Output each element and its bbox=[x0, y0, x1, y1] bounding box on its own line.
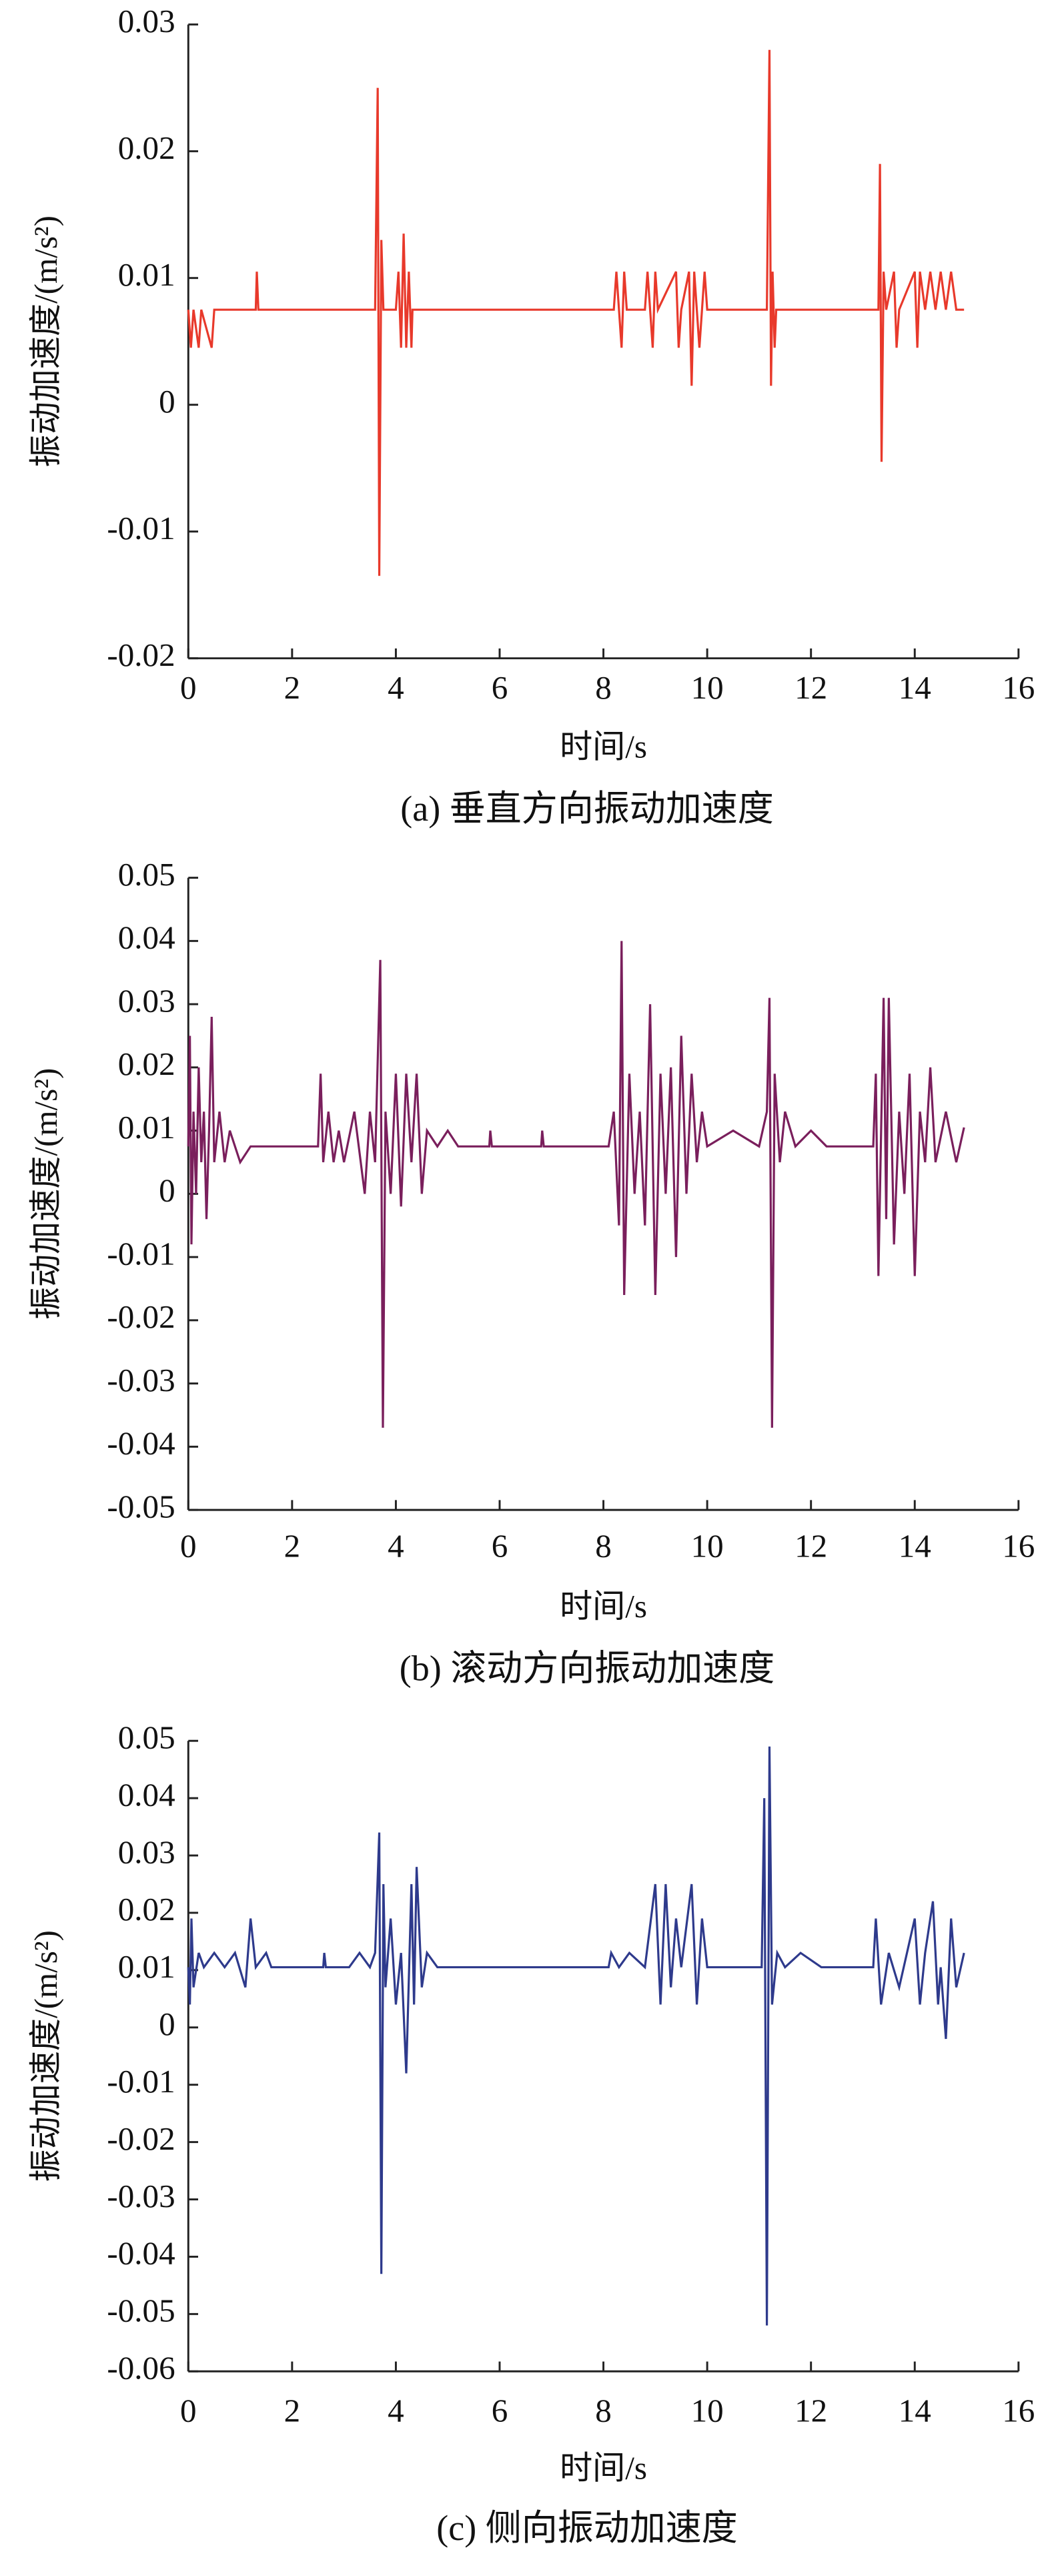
y-tick-label: -0.01 bbox=[107, 1235, 175, 1272]
x-tick-label: 0 bbox=[180, 2392, 197, 2429]
x-tick-label: 10 bbox=[691, 2392, 724, 2429]
x-tick-label: 14 bbox=[899, 2392, 931, 2429]
data-line bbox=[187, 941, 965, 1428]
x-tick-label: 4 bbox=[388, 2392, 404, 2429]
y-tick-label: -0.06 bbox=[107, 2350, 175, 2387]
x-tick-label: 14 bbox=[899, 1527, 931, 1564]
y-tick-label: -0.05 bbox=[107, 1488, 175, 1525]
y-tick-label: -0.04 bbox=[107, 1425, 175, 1462]
y-tick-label: -0.01 bbox=[107, 2063, 175, 2100]
x-tick-label: 6 bbox=[492, 2392, 508, 2429]
y-axis-label: 振动加速度/(m/s²) bbox=[27, 1930, 64, 2182]
x-tick-label: 0 bbox=[180, 1527, 197, 1564]
x-tick-label: 0 bbox=[180, 669, 197, 706]
y-tick-label: 0.05 bbox=[118, 1719, 175, 1755]
y-axis-label: 振动加速度/(m/s²) bbox=[27, 216, 64, 467]
x-tick-label: 8 bbox=[595, 669, 612, 706]
x-tick-label: 10 bbox=[691, 1527, 724, 1564]
x-tick-label: 4 bbox=[388, 669, 404, 706]
y-tick-label: -0.03 bbox=[107, 1362, 175, 1398]
x-tick-label: 12 bbox=[795, 669, 827, 706]
x-tick-label: 6 bbox=[492, 669, 508, 706]
x-tick-label: 12 bbox=[795, 2392, 827, 2429]
y-tick-label: 0 bbox=[159, 1172, 175, 1209]
data-line bbox=[187, 1746, 965, 2326]
x-tick-label: 2 bbox=[284, 2392, 301, 2429]
x-tick-label: 16 bbox=[1002, 2392, 1035, 2429]
y-tick-label: 0.03 bbox=[118, 982, 175, 1019]
y-tick-label: -0.01 bbox=[107, 510, 175, 546]
y-tick-label: 0.03 bbox=[118, 3, 175, 39]
y-tick-label: -0.04 bbox=[107, 2235, 175, 2272]
y-tick-label: 0.01 bbox=[118, 256, 175, 293]
x-tick-label: 2 bbox=[284, 1527, 301, 1564]
data-line bbox=[187, 49, 965, 576]
x-tick-label: 2 bbox=[284, 669, 301, 706]
y-tick-label: -0.02 bbox=[107, 1298, 175, 1335]
x-tick-label: 16 bbox=[1002, 669, 1035, 706]
y-axis-label: 振动加速度/(m/s²) bbox=[27, 1068, 64, 1320]
y-tick-label: 0.02 bbox=[118, 129, 175, 166]
y-tick-label: 0.03 bbox=[118, 1833, 175, 1870]
y-tick-label: 0 bbox=[159, 383, 175, 420]
x-tick-label: 4 bbox=[388, 1527, 404, 1564]
y-tick-label: 0 bbox=[159, 2006, 175, 2042]
y-tick-label: 0.04 bbox=[118, 1776, 175, 1813]
caption: (b) 滚动方向振动加速度 bbox=[400, 1649, 774, 1689]
x-tick-label: 16 bbox=[1002, 1527, 1035, 1564]
x-axis-label: 时间/s bbox=[560, 2449, 647, 2486]
y-tick-label: 0.05 bbox=[118, 856, 175, 893]
caption: (a) 垂直方向振动加速度 bbox=[400, 789, 773, 829]
y-tick-label: 0.02 bbox=[118, 1891, 175, 1927]
y-tick-label: -0.02 bbox=[107, 2120, 175, 2157]
y-tick-label: -0.05 bbox=[107, 2292, 175, 2329]
x-tick-label: 12 bbox=[795, 1527, 827, 1564]
x-tick-label: 10 bbox=[691, 669, 724, 706]
x-axis-label: 时间/s bbox=[560, 1588, 647, 1625]
y-tick-label: 0.02 bbox=[118, 1045, 175, 1082]
x-tick-label: 8 bbox=[595, 1527, 612, 1564]
x-axis-label: 时间/s bbox=[560, 728, 647, 765]
caption: (c) 侧向振动加速度 bbox=[436, 2508, 737, 2548]
y-tick-label: 0.01 bbox=[118, 1109, 175, 1146]
y-tick-label: -0.02 bbox=[107, 636, 175, 673]
y-tick-label: -0.03 bbox=[107, 2178, 175, 2214]
y-tick-label: 0.04 bbox=[118, 919, 175, 956]
y-tick-label: 0.01 bbox=[118, 1948, 175, 1985]
x-tick-label: 6 bbox=[492, 1527, 508, 1564]
x-tick-label: 14 bbox=[899, 669, 931, 706]
x-tick-label: 8 bbox=[595, 2392, 612, 2429]
